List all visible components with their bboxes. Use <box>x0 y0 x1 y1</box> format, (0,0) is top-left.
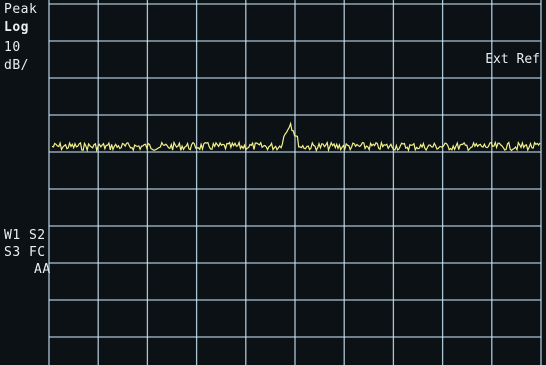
scale-per-div-unit: dB/ <box>4 58 29 73</box>
trace-flags-line-2: S3 FC <box>4 245 46 260</box>
reference-source-label: Ext Ref <box>485 52 540 67</box>
spectrum-trace <box>51 121 541 153</box>
trace-flags-line-1: W1 S2 <box>4 228 46 243</box>
trace-flags-line-3: AA <box>34 262 51 277</box>
scale-mode-label: Peak <box>4 2 38 17</box>
scale-per-div-value: 10 <box>4 40 21 55</box>
scale-type-label: Log <box>4 20 29 35</box>
